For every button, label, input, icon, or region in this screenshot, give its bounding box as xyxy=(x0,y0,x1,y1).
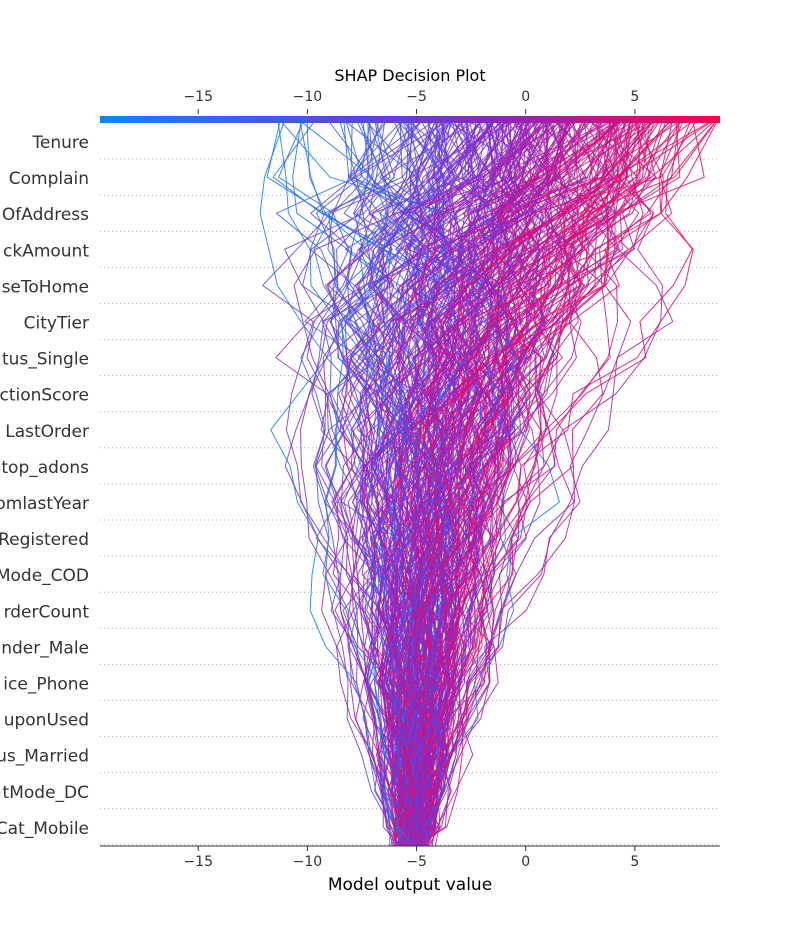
x-axis-label: Model output value xyxy=(328,875,492,895)
feature-label: ice_Phone xyxy=(3,675,89,695)
decision-line xyxy=(361,116,466,847)
decision-line xyxy=(430,116,552,847)
decision-line xyxy=(417,116,576,847)
decision-line xyxy=(343,116,450,847)
decision-line xyxy=(276,116,561,847)
feature-label: ctionScore xyxy=(0,386,89,406)
decision-line xyxy=(310,116,442,847)
feature-label: tus_Single xyxy=(2,350,89,370)
feature-label: Mode_COD xyxy=(0,566,89,586)
chart-title: SHAP Decision Plot xyxy=(334,66,485,85)
decision-line xyxy=(412,116,583,847)
feature-label: Registered xyxy=(0,530,89,550)
feature-label: nder_Male xyxy=(1,638,89,658)
feature-label: LastOrder xyxy=(5,422,89,442)
decision-line xyxy=(365,116,549,847)
decision-line xyxy=(357,116,502,847)
decision-line xyxy=(403,116,577,847)
decision-line xyxy=(329,116,413,847)
decision-line xyxy=(283,116,412,847)
decision-line xyxy=(422,116,625,847)
top-axis: −15 −10 −5 0 5 xyxy=(183,89,639,114)
top-axis-tick-label: 0 xyxy=(521,89,530,105)
decision-lines xyxy=(259,116,720,847)
top-axis-tick-label: −10 xyxy=(293,89,323,105)
bottom-axis-tick-label: −5 xyxy=(406,854,427,870)
feature-label: ckAmount xyxy=(3,241,89,261)
feature-label: Tenure xyxy=(31,133,89,153)
decision-line xyxy=(420,116,527,847)
decision-line xyxy=(324,116,470,847)
feature-label: uponUsed xyxy=(4,711,89,731)
decision-line xyxy=(404,116,627,847)
feature-label: omlastYear xyxy=(0,494,89,514)
decision-line xyxy=(393,116,720,847)
bottom-axis-tick-label: 5 xyxy=(630,854,639,870)
decision-line xyxy=(394,116,506,847)
bottom-axis-tick-label: −15 xyxy=(183,854,213,870)
decision-line xyxy=(410,116,561,847)
feature-label: top_adons xyxy=(1,458,89,478)
decision-line xyxy=(373,116,646,847)
decision-line xyxy=(393,116,450,847)
feature-label: us_Married xyxy=(0,747,89,767)
decision-line xyxy=(284,116,485,847)
decision-line xyxy=(409,116,622,847)
decision-line xyxy=(403,116,656,847)
decision-line xyxy=(315,116,432,847)
decision-line xyxy=(403,116,542,847)
bottom-axis: −15 −10 −5 0 5 xyxy=(183,846,639,870)
decision-line xyxy=(414,116,543,847)
feature-labels: Tenure Complain OfAddress ckAmount seToHome C… xyxy=(0,133,89,839)
bottom-axis-tick-label: 0 xyxy=(521,854,530,870)
decision-line xyxy=(427,116,611,847)
decision-line xyxy=(321,116,509,847)
top-axis-tick-label: −15 xyxy=(183,89,213,105)
decision-line xyxy=(420,116,645,847)
decision-line xyxy=(404,116,491,847)
decision-line xyxy=(355,116,587,847)
top-axis-tick-label: 5 xyxy=(630,89,639,105)
bottom-axis-tick-label: −10 xyxy=(293,854,323,870)
feature-label: CityTier xyxy=(24,314,89,334)
decision-line xyxy=(394,116,525,847)
decision-line xyxy=(385,116,645,847)
decision-line xyxy=(369,116,514,847)
feature-label: Complain xyxy=(9,169,89,189)
decision-line xyxy=(406,116,668,847)
decision-line xyxy=(363,116,588,847)
decision-line xyxy=(415,116,519,847)
decision-line xyxy=(259,116,404,847)
feature-label: OfAddress xyxy=(2,205,89,225)
feature-label: rderCount xyxy=(4,602,90,622)
feature-label: tMode_DC xyxy=(3,783,89,803)
decision-line xyxy=(377,116,675,847)
top-axis-tick-label: −5 xyxy=(406,89,427,105)
decision-line xyxy=(409,116,542,847)
feature-label: Cat_Mobile xyxy=(0,819,89,839)
decision-line xyxy=(388,116,587,847)
feature-label: seToHome xyxy=(2,277,89,297)
decision-line xyxy=(327,116,412,847)
decision-line xyxy=(366,116,627,847)
decision-line xyxy=(266,116,415,847)
